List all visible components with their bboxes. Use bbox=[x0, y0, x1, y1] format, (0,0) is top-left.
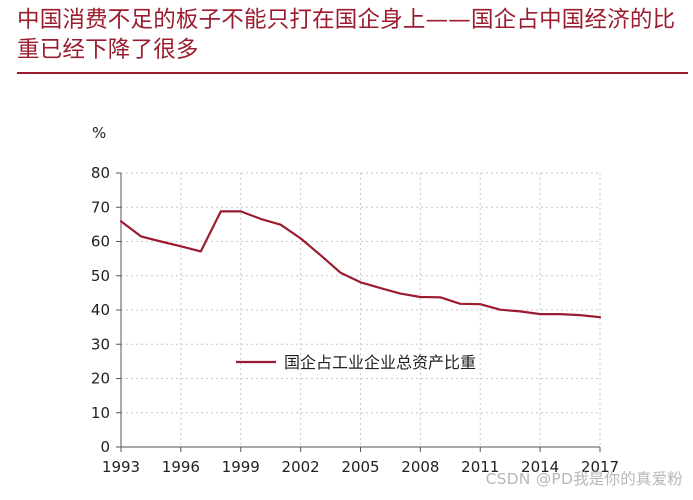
y-tick-label: 40 bbox=[91, 301, 110, 319]
x-tick-label: 2005 bbox=[341, 458, 379, 476]
y-tick-label: 20 bbox=[91, 370, 110, 388]
x-tick-label: 2011 bbox=[461, 458, 499, 476]
slide-title: 中国消费不足的板子不能只打在国企身上——国企占中国经济的比重已经下降了很多 bbox=[17, 7, 676, 63]
y-tick-label: 0 bbox=[100, 438, 110, 456]
y-tick-label: 70 bbox=[91, 198, 110, 216]
y-tick-label: 10 bbox=[91, 404, 110, 422]
watermark: CSDN @PD我是你的真爱粉 bbox=[485, 470, 683, 488]
title-divider bbox=[17, 72, 688, 74]
x-tick-label: 1993 bbox=[102, 458, 140, 476]
y-tick-label: 60 bbox=[91, 233, 110, 251]
series-line bbox=[119, 210, 602, 319]
y-tick-label: 80 bbox=[91, 164, 110, 182]
y-tick-label: 50 bbox=[91, 267, 110, 285]
x-tick-label: 2008 bbox=[401, 458, 439, 476]
x-tick-label: 1996 bbox=[162, 458, 200, 476]
x-tick-label: 2014 bbox=[521, 458, 559, 476]
x-tick-label: 2002 bbox=[282, 458, 320, 476]
y-axis-unit-label: % bbox=[92, 124, 106, 142]
x-tick-label: 2017 bbox=[581, 458, 619, 476]
x-tick-label: 1999 bbox=[222, 458, 260, 476]
legend-label: 国企占工业企业总资产比重 bbox=[284, 353, 476, 372]
y-tick-label: 30 bbox=[91, 335, 110, 353]
